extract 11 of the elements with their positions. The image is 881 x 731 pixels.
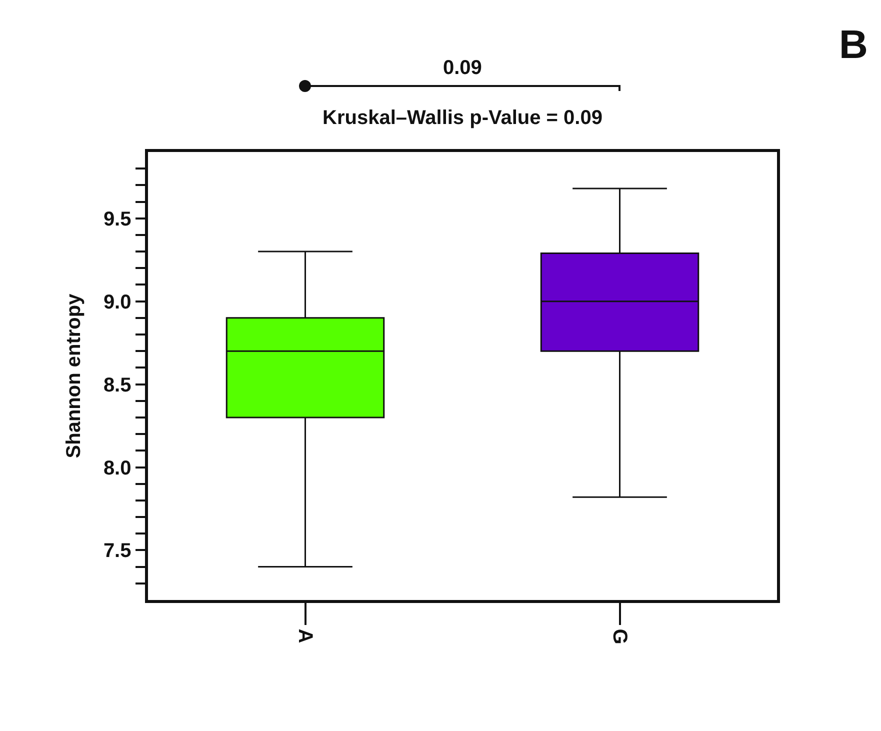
- y-axis-title: Shannon entropy: [62, 292, 85, 458]
- chart-title: Kruskal–Wallis p-Value = 0.09: [322, 107, 602, 129]
- x-tick-label: A: [294, 628, 316, 644]
- y-tick-label: 9.5: [103, 208, 132, 230]
- text: B: [839, 23, 868, 67]
- y-tick-label: 9.0: [103, 291, 132, 314]
- text: 0.09: [443, 57, 482, 79]
- y-tick-label: 7.5: [103, 540, 132, 562]
- y-tick-label: 8.0: [103, 457, 132, 480]
- x-tick-label: G: [608, 628, 630, 644]
- y-tick-label: 8.5: [103, 374, 132, 396]
